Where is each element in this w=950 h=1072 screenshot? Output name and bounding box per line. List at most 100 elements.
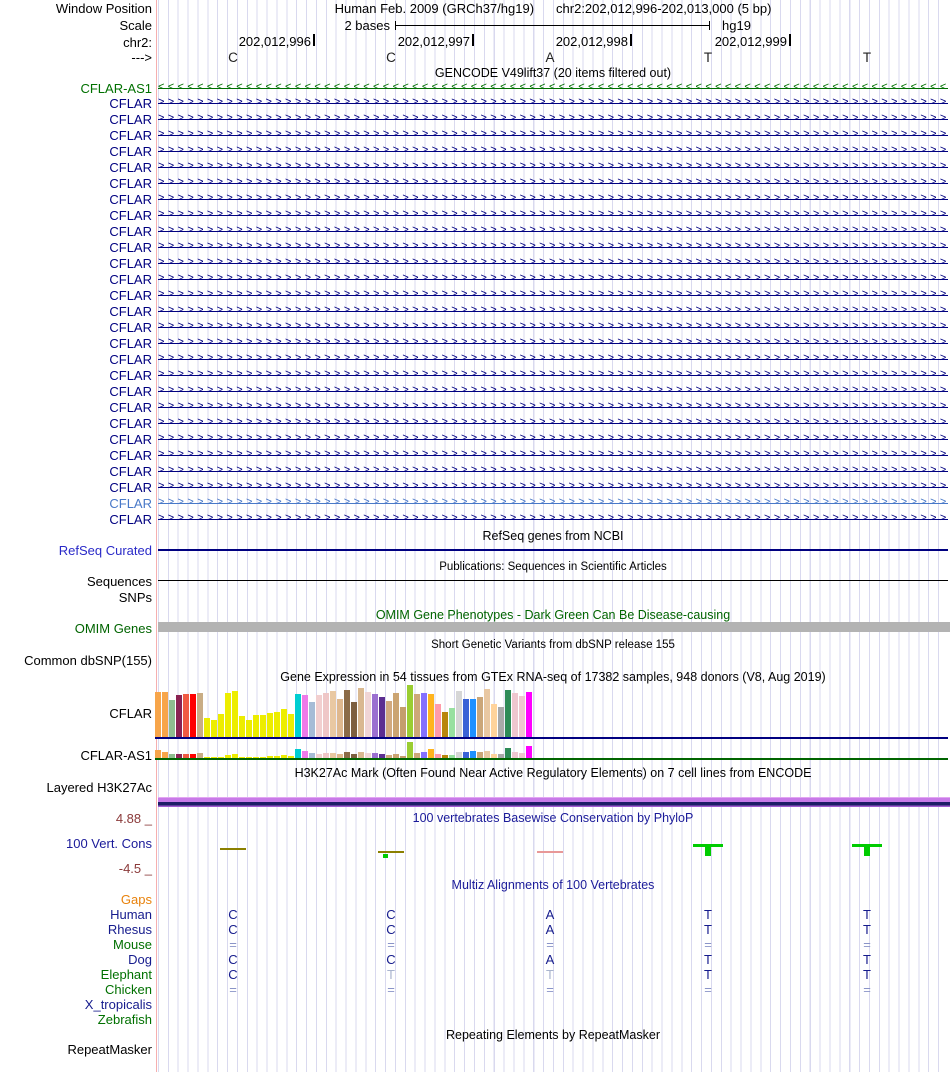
- gtex-cflar-as1-label[interactable]: CFLAR-AS1: [80, 748, 152, 763]
- gene-transcript-row[interactable]: >>>>>>>>>>>>>>>>>>>>>>>>>>>>>>>>>>>>>>>>…: [158, 464, 948, 478]
- sequences-label[interactable]: Sequences: [86, 574, 152, 589]
- gtex-as1-tissue-bar[interactable]: [323, 753, 329, 758]
- gtex-tissue-bar[interactable]: [302, 695, 308, 737]
- gtex-as1-tissue-bar[interactable]: [197, 753, 203, 758]
- gtex-tissue-bar[interactable]: [512, 693, 518, 737]
- gtex-tissue-bar[interactable]: [428, 694, 434, 737]
- gtex-as1-tissue-bar[interactable]: [155, 750, 161, 758]
- gtex-tissue-bar[interactable]: [379, 697, 385, 737]
- gtex-tissue-bar[interactable]: [407, 685, 413, 737]
- gtex-tissue-bar[interactable]: [204, 718, 210, 737]
- gtex-as1-tissue-bar[interactable]: [393, 754, 399, 758]
- gene-row-label[interactable]: CFLAR: [109, 480, 152, 495]
- gtex-tissue-bar[interactable]: [337, 699, 343, 737]
- gtex-tissue-bar[interactable]: [239, 716, 245, 737]
- gtex-as1-tissue-bar[interactable]: [519, 753, 525, 758]
- gtex-as1-tissue-bar[interactable]: [386, 755, 392, 758]
- gtex-as1-tissue-bar[interactable]: [162, 752, 168, 758]
- gene-row-label[interactable]: CFLAR: [109, 112, 152, 127]
- gene-row-label[interactable]: CFLAR-AS1: [80, 81, 152, 96]
- gtex-as1-tissue-bar[interactable]: [358, 752, 364, 758]
- gene-row-label[interactable]: CFLAR: [109, 336, 152, 351]
- multiz-species-label[interactable]: Gaps: [120, 892, 152, 907]
- gene-transcript-row[interactable]: >>>>>>>>>>>>>>>>>>>>>>>>>>>>>>>>>>>>>>>>…: [158, 160, 948, 174]
- gene-transcript-row[interactable]: >>>>>>>>>>>>>>>>>>>>>>>>>>>>>>>>>>>>>>>>…: [158, 384, 948, 398]
- gene-row-label[interactable]: CFLAR: [109, 432, 152, 447]
- gene-transcript-row[interactable]: >>>>>>>>>>>>>>>>>>>>>>>>>>>>>>>>>>>>>>>>…: [158, 480, 948, 494]
- gtex-tissue-bar[interactable]: [386, 701, 392, 737]
- gtex-tissue-bar[interactable]: [505, 690, 511, 737]
- gtex-tissue-bar[interactable]: [155, 692, 161, 737]
- gtex-as1-tissue-bar[interactable]: [211, 757, 217, 758]
- gene-row-label[interactable]: CFLAR: [109, 160, 152, 175]
- gtex-tissue-bar[interactable]: [316, 695, 322, 737]
- gene-row-label[interactable]: CFLAR: [109, 224, 152, 239]
- gene-transcript-row[interactable]: >>>>>>>>>>>>>>>>>>>>>>>>>>>>>>>>>>>>>>>>…: [158, 112, 948, 126]
- gtex-tissue-bar[interactable]: [176, 695, 182, 737]
- gtex-tissue-bar[interactable]: [246, 720, 252, 737]
- gtex-tissue-bar[interactable]: [190, 694, 196, 737]
- multiz-species-label[interactable]: Zebrafish: [97, 1012, 152, 1027]
- gtex-as1-tissue-bar[interactable]: [330, 753, 336, 758]
- repeatmasker-label[interactable]: RepeatMasker: [67, 1042, 152, 1057]
- gtex-as1-tissue-bar[interactable]: [512, 752, 518, 758]
- gtex-tissue-bar[interactable]: [414, 694, 420, 737]
- multiz-species-label[interactable]: Rhesus: [107, 922, 152, 937]
- gtex-tissue-bar[interactable]: [470, 699, 476, 737]
- gene-transcript-row[interactable]: <<<<<<<<<<<<<<<<<<<<<<<<<<<<<<<<<<<<<<<<…: [158, 81, 948, 95]
- gtex-as1-tissue-bar[interactable]: [498, 754, 504, 758]
- gtex-tissue-bar[interactable]: [267, 713, 273, 737]
- gene-row-label[interactable]: CFLAR: [109, 448, 152, 463]
- gtex-as1-tissue-bar[interactable]: [484, 751, 490, 758]
- gtex-as1-tissue-bar[interactable]: [365, 753, 371, 758]
- gtex-tissue-bar[interactable]: [162, 692, 168, 737]
- multiz-species-label[interactable]: Elephant: [100, 967, 152, 982]
- gtex-tissue-bar[interactable]: [351, 702, 357, 737]
- gtex-as1-tissue-bar[interactable]: [414, 753, 420, 758]
- layered-h3k27ac-signal-bar[interactable]: [158, 797, 950, 807]
- gtex-tissue-bar[interactable]: [323, 693, 329, 737]
- gtex-as1-tissue-bar[interactable]: [225, 755, 231, 758]
- gtex-tissue-bar[interactable]: [484, 689, 490, 737]
- gtex-as1-tissue-bar[interactable]: [316, 754, 322, 758]
- gtex-tissue-bar[interactable]: [260, 715, 266, 737]
- gtex-tissue-bar[interactable]: [393, 693, 399, 737]
- gene-row-label[interactable]: CFLAR: [109, 416, 152, 431]
- gtex-as1-tissue-bar[interactable]: [456, 752, 462, 758]
- gtex-as1-tissue-bar[interactable]: [372, 753, 378, 758]
- gtex-tissue-bar[interactable]: [344, 690, 350, 737]
- gtex-as1-tissue-bar[interactable]: [526, 746, 532, 758]
- gtex-as1-tissue-bar[interactable]: [400, 756, 406, 758]
- gtex-as1-tissue-bar[interactable]: [281, 755, 287, 758]
- gtex-as1-tissue-bar[interactable]: [190, 754, 196, 758]
- gtex-as1-tissue-bar[interactable]: [267, 756, 273, 758]
- gtex-tissue-bar[interactable]: [358, 688, 364, 737]
- gene-transcript-row[interactable]: >>>>>>>>>>>>>>>>>>>>>>>>>>>>>>>>>>>>>>>>…: [158, 240, 948, 254]
- sequences-track-line[interactable]: [158, 580, 948, 581]
- gtex-tissue-bar[interactable]: [477, 697, 483, 737]
- gene-row-label[interactable]: CFLAR: [109, 144, 152, 159]
- multiz-species-label[interactable]: Dog: [128, 952, 152, 967]
- gtex-as1-tissue-bar[interactable]: [260, 757, 266, 758]
- gtex-tissue-bar[interactable]: [295, 694, 301, 737]
- gtex-as1-tissue-bar[interactable]: [344, 752, 350, 758]
- gtex-tissue-bar[interactable]: [400, 707, 406, 737]
- gtex-as1-tissue-bar[interactable]: [470, 751, 476, 758]
- gtex-tissue-bar[interactable]: [253, 715, 259, 737]
- gtex-as1-tissue-bar[interactable]: [309, 753, 315, 758]
- gtex-as1-tissue-bar[interactable]: [428, 749, 434, 758]
- gene-transcript-row[interactable]: >>>>>>>>>>>>>>>>>>>>>>>>>>>>>>>>>>>>>>>>…: [158, 448, 948, 462]
- layered-h3k27ac-label[interactable]: Layered H3K27Ac: [46, 780, 152, 795]
- gtex-tissue-bar[interactable]: [456, 691, 462, 737]
- omim-genes-bar[interactable]: [158, 622, 950, 632]
- gtex-as1-tissue-bar[interactable]: [176, 754, 182, 758]
- gtex-as1-tissue-bar[interactable]: [435, 754, 441, 758]
- gene-transcript-row[interactable]: >>>>>>>>>>>>>>>>>>>>>>>>>>>>>>>>>>>>>>>>…: [158, 400, 948, 414]
- gtex-tissue-bar[interactable]: [274, 712, 280, 737]
- gtex-as1-tissue-bar[interactable]: [491, 754, 497, 758]
- gene-transcript-row[interactable]: >>>>>>>>>>>>>>>>>>>>>>>>>>>>>>>>>>>>>>>>…: [158, 192, 948, 206]
- gene-transcript-row[interactable]: >>>>>>>>>>>>>>>>>>>>>>>>>>>>>>>>>>>>>>>>…: [158, 352, 948, 366]
- gene-row-label[interactable]: CFLAR: [109, 288, 152, 303]
- gtex-tissue-bar[interactable]: [519, 696, 525, 737]
- gtex-tissue-bar[interactable]: [183, 694, 189, 737]
